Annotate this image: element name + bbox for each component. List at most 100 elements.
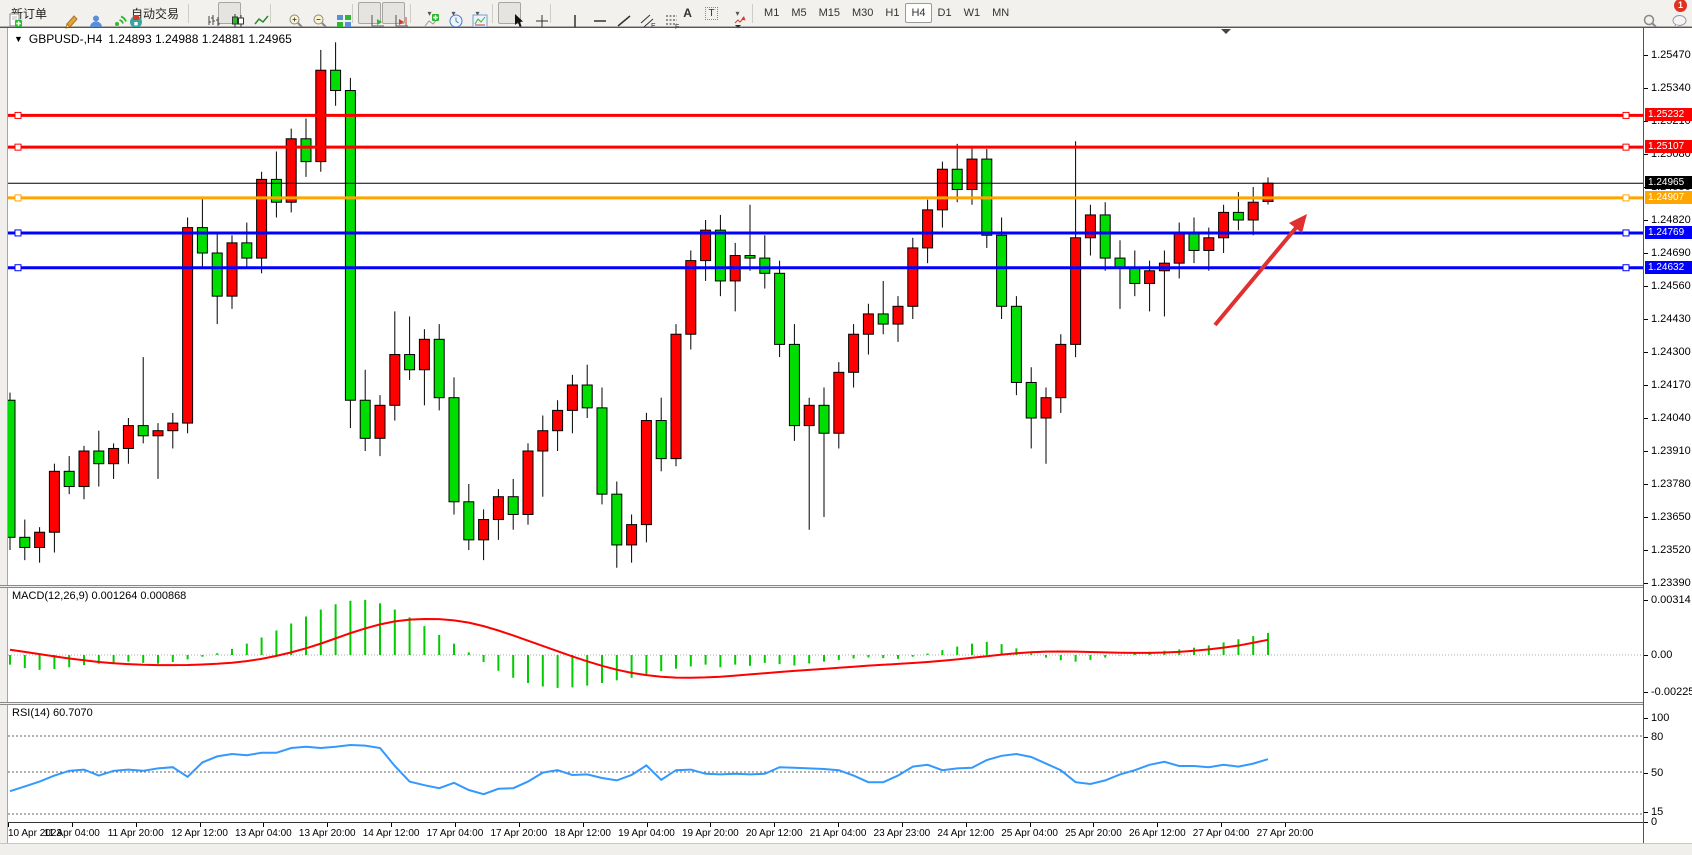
panel-splitter[interactable] (0, 702, 1692, 705)
bar-chart-button[interactable] (194, 2, 220, 26)
time-label[interactable]: 23 Apr 23:00 (873, 828, 931, 839)
time-label[interactable]: 13 Apr 20:00 (298, 828, 356, 839)
macd-panel[interactable] (8, 588, 1643, 702)
text-tool-button[interactable]: A (676, 2, 699, 24)
tf-button-H4[interactable]: H4 (905, 3, 932, 23)
time-tick (965, 823, 967, 827)
time-label[interactable]: 26 Apr 12:00 (1128, 828, 1186, 839)
time-label[interactable]: 17 Apr 20:00 (490, 828, 548, 839)
line-chart-button[interactable] (242, 2, 269, 25)
chart-template-button[interactable]: ▾ (464, 2, 488, 28)
price-axis[interactable]: 1.254701.253401.252101.250801.249501.248… (1643, 28, 1692, 843)
main-price-chart[interactable] (8, 28, 1643, 585)
line-handle[interactable] (1622, 229, 1630, 237)
tf-button-M1[interactable]: M1 (764, 7, 780, 19)
trend-arrow[interactable] (1213, 221, 1302, 327)
tf-button-D1[interactable]: D1 (937, 7, 952, 19)
time-label[interactable]: 11 Apr 20:00 (107, 828, 164, 839)
price-axis-label: 1.24170 (1651, 379, 1691, 391)
candle (552, 400, 564, 452)
candle (1218, 204, 1230, 254)
price-line-label: 1.24769 (1645, 225, 1692, 239)
add-indicator-button[interactable]: ▾ (416, 2, 439, 27)
tile-windows-button[interactable] (324, 2, 351, 27)
line-handle[interactable] (1622, 111, 1630, 119)
tf-button-MN[interactable]: MN (992, 7, 1010, 19)
tf-button-M15[interactable]: M15 (818, 7, 840, 19)
notifications-button[interactable]: 1 (1659, 0, 1687, 29)
new-order-button[interactable]: 新订单 (4, 2, 51, 27)
line-handle[interactable] (14, 194, 22, 202)
time-tick (710, 823, 712, 827)
time-label[interactable]: 19 Apr 04:00 (618, 828, 675, 839)
candlestick-chart-button[interactable] (218, 2, 244, 28)
time-label[interactable]: 20 Apr 12:00 (745, 828, 803, 839)
tf-button-M5[interactable]: M5 (791, 7, 807, 19)
tf-button-H1[interactable]: H1 (885, 7, 900, 19)
chart-menu-icon[interactable]: ▼ (14, 34, 23, 44)
candle (1129, 250, 1141, 297)
trend-line-tool-button[interactable] (604, 2, 631, 27)
arrows-tool-button[interactable]: ▾ (724, 2, 747, 29)
time-label[interactable]: 10 Apr 2023 (8, 828, 62, 839)
candle (1158, 250, 1170, 317)
time-label[interactable]: 25 Apr 04:00 (1001, 828, 1058, 839)
axis-tick (1644, 253, 1648, 254)
candle (34, 527, 46, 563)
time-label[interactable]: 25 Apr 20:00 (1065, 828, 1122, 839)
line-handle[interactable] (1622, 264, 1630, 272)
chart-shift-marker[interactable] (1221, 29, 1231, 34)
zoom-out-button[interactable] (300, 2, 327, 28)
line-handle[interactable] (14, 229, 22, 237)
styler-button[interactable] (52, 2, 78, 29)
time-label[interactable]: 18 Apr 12:00 (554, 828, 611, 839)
profile-button[interactable] (76, 2, 102, 27)
time-label[interactable]: 11 Apr 04:00 (43, 828, 100, 839)
text-label-tool-button[interactable]: T (700, 2, 723, 24)
zoom-in-button[interactable] (276, 2, 303, 28)
candle (448, 377, 460, 515)
crosshair-tool-button[interactable] (522, 2, 548, 27)
tf-button-W1[interactable]: W1 (963, 7, 981, 19)
chart-shift-button[interactable] (382, 2, 408, 27)
signal-button[interactable] (100, 2, 127, 26)
panel-splitter[interactable] (0, 585, 1692, 588)
fibonacci-tool-button[interactable]: F (652, 2, 679, 29)
auto-trading-button[interactable]: 自动交易 (124, 2, 183, 28)
time-label[interactable]: 24 Apr 12:00 (937, 828, 995, 839)
time-label[interactable]: 27 Apr 20:00 (1256, 828, 1314, 839)
timeframe-clock-button[interactable]: ▾ (440, 2, 463, 28)
equidistant-channel-tool-button[interactable]: E (628, 2, 656, 29)
main-toolbar: 新订单 自动交易 ▾ ▾ ▾ E F A T ▾ M1 M5 M15 M30 H1 H4 D… (0, 0, 1692, 29)
tf-button-M30[interactable]: M30 (852, 7, 874, 19)
axis-tick (1644, 121, 1648, 122)
time-label[interactable]: 14 Apr 12:00 (362, 828, 420, 839)
search-button[interactable] (1630, 2, 1657, 28)
line-handle[interactable] (1622, 143, 1630, 151)
price-axis-label: 1.24430 (1651, 313, 1691, 325)
time-label[interactable]: 17 Apr 04:00 (426, 828, 484, 839)
axis-tick (1644, 583, 1648, 584)
time-label[interactable]: 13 Apr 04:00 (235, 828, 292, 839)
time-label[interactable]: 19 Apr 20:00 (681, 828, 739, 839)
horizontal-line-tool-button[interactable] (580, 2, 606, 24)
candle (611, 481, 623, 568)
time-tick (582, 823, 584, 827)
candle (270, 151, 282, 218)
line-handle[interactable] (14, 143, 22, 151)
line-handle[interactable] (14, 111, 22, 119)
axis-tick (1644, 385, 1648, 386)
line-handle[interactable] (14, 264, 22, 272)
time-label[interactable]: 21 Apr 04:00 (809, 828, 867, 839)
candle (137, 357, 149, 444)
trend-arrow-head[interactable] (1289, 214, 1307, 233)
time-axis[interactable]: 10 Apr 2023 11 Apr 04:00 11 Apr 20:00 12 Ap… (8, 822, 1643, 843)
line-handle[interactable] (1622, 194, 1630, 202)
time-label[interactable]: 27 Apr 04:00 (1192, 828, 1250, 839)
time-tick (8, 823, 9, 827)
vertical-line-tool-button[interactable] (556, 2, 579, 27)
cursor-tool-button[interactable] (498, 2, 523, 27)
rsi-panel[interactable] (8, 705, 1643, 822)
auto-scroll-button[interactable] (358, 2, 384, 27)
time-label[interactable]: 12 Apr 12:00 (171, 828, 228, 839)
